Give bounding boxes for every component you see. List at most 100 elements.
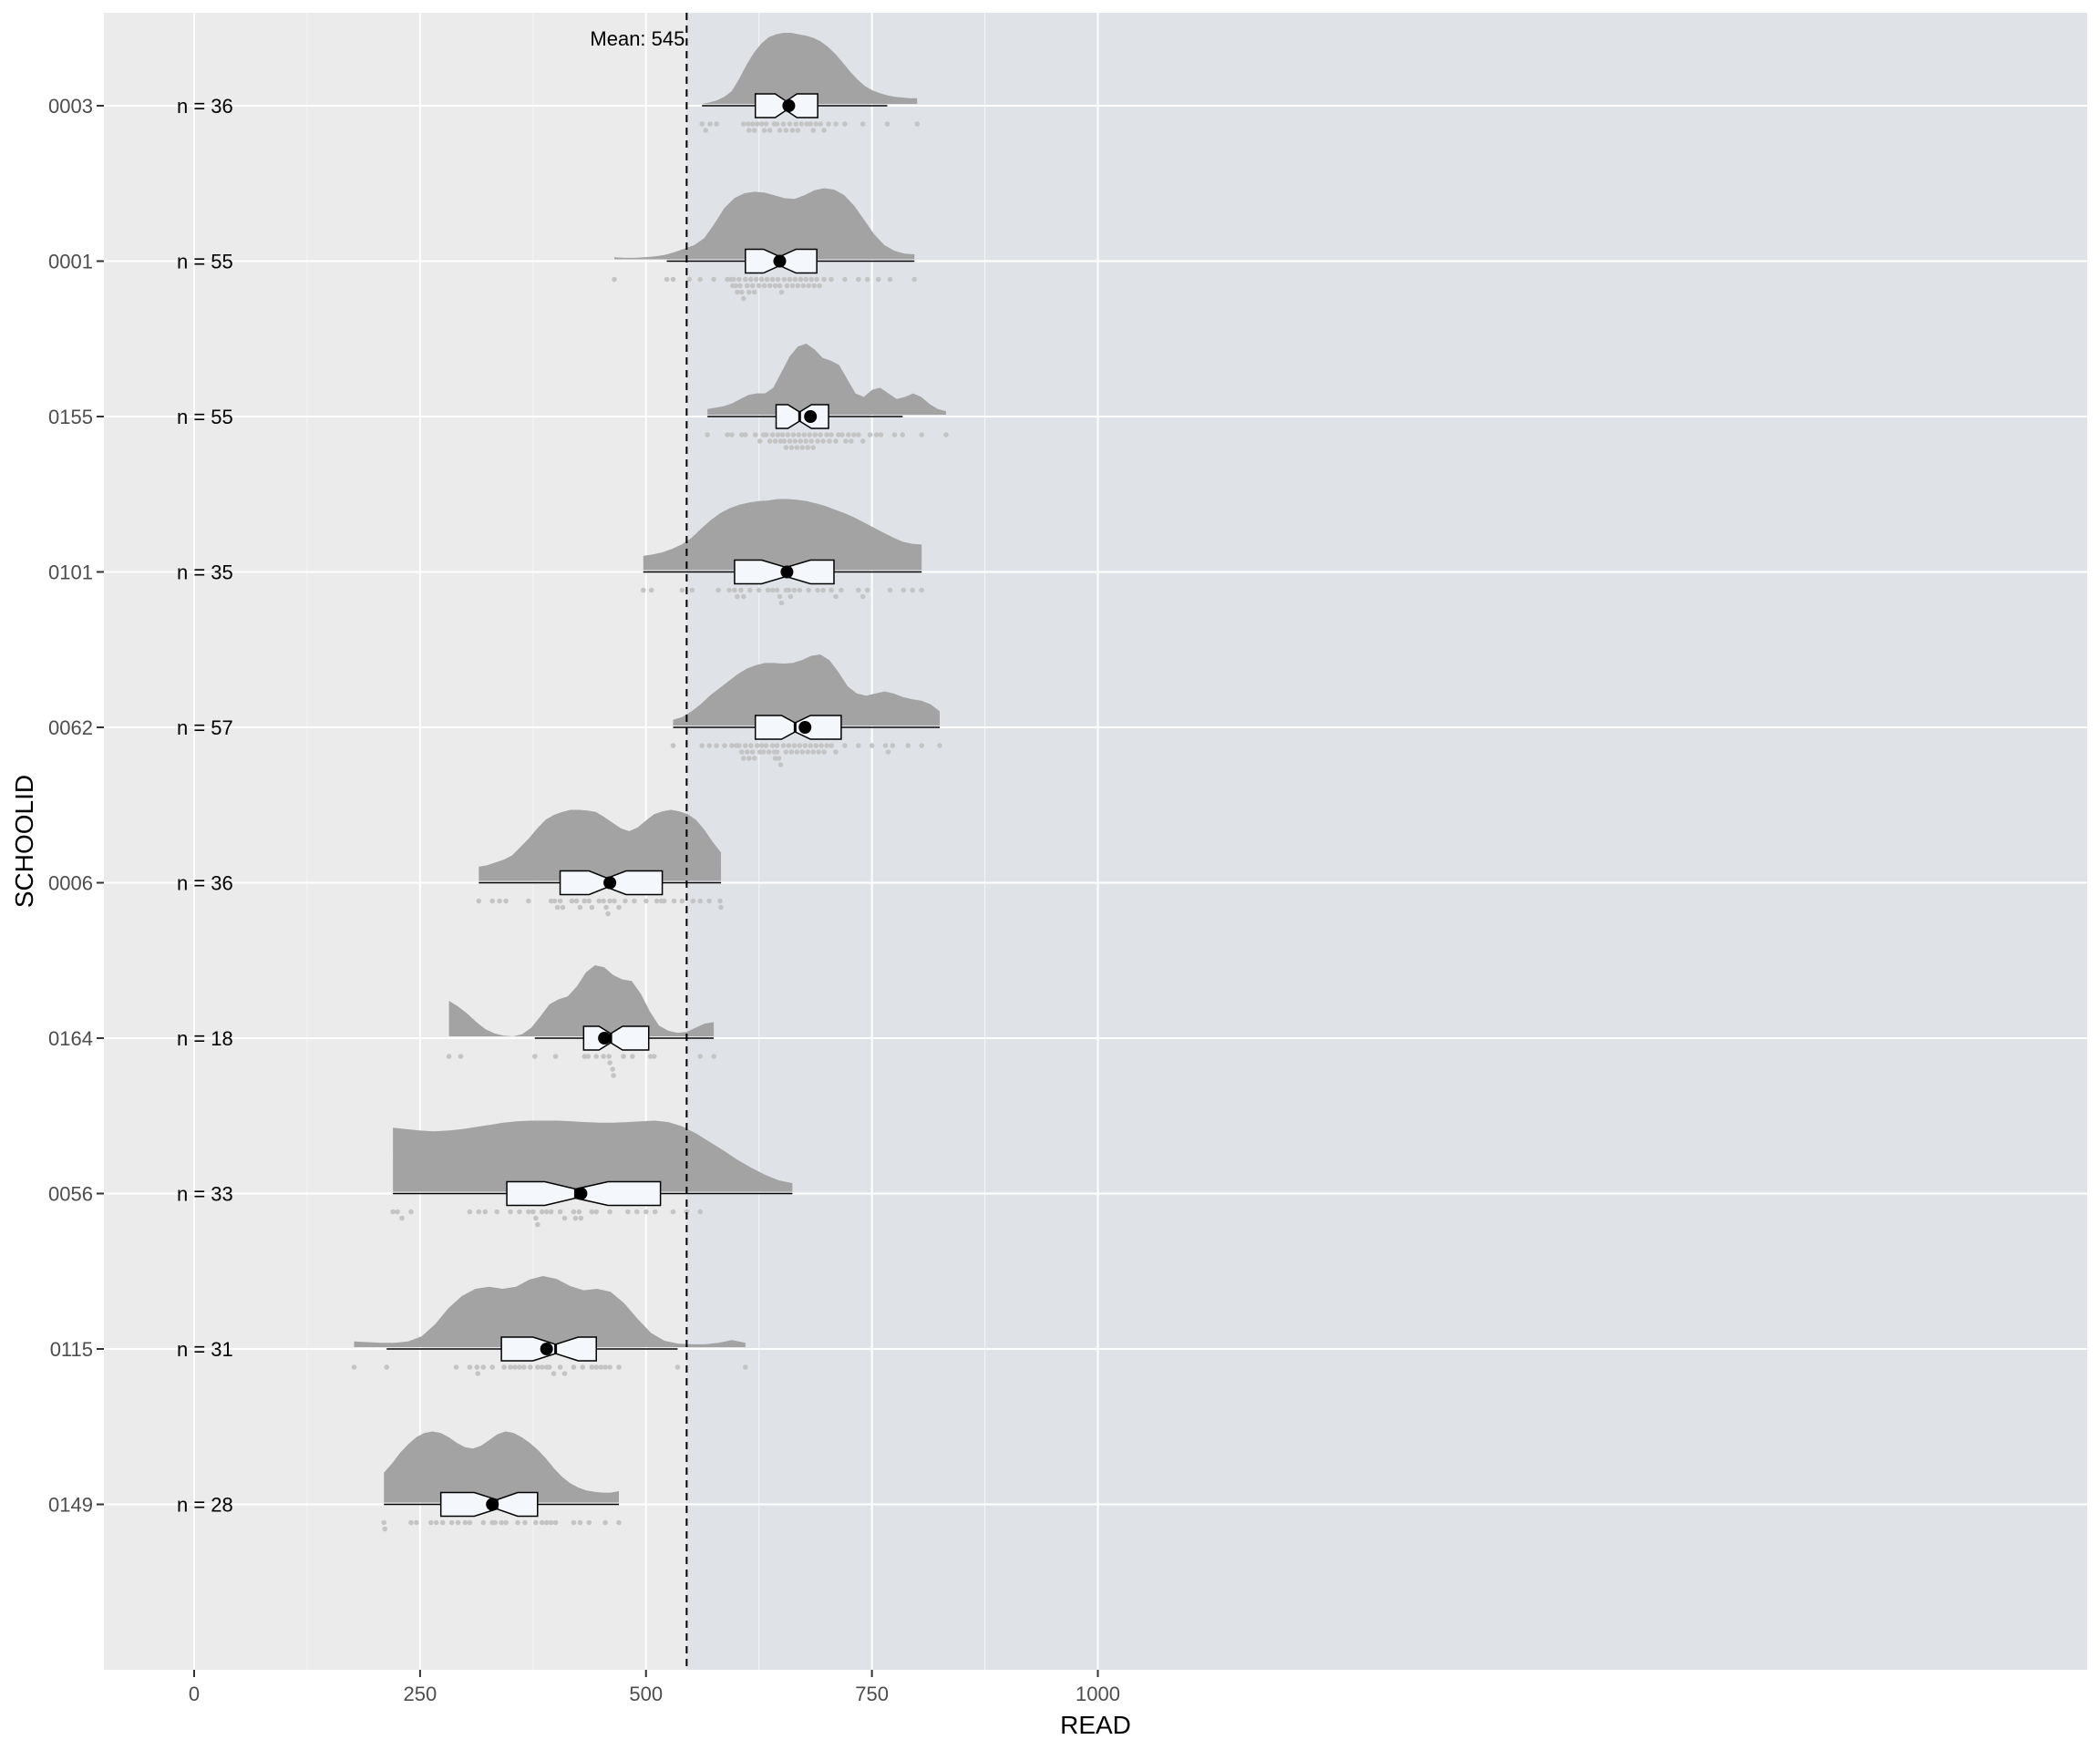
data-point — [679, 898, 685, 904]
density-cloud — [393, 1120, 793, 1192]
data-point — [746, 128, 752, 133]
data-point — [818, 743, 824, 748]
data-point — [805, 445, 810, 450]
data-point — [772, 756, 778, 761]
data-point — [882, 743, 889, 748]
data-point — [856, 276, 861, 283]
data-point — [715, 587, 721, 593]
data-point — [557, 1209, 563, 1215]
data-point — [758, 276, 765, 283]
data-point — [911, 276, 917, 283]
data-point — [577, 904, 583, 911]
data-point — [572, 1215, 579, 1221]
data-point — [774, 743, 780, 748]
data-point — [794, 445, 800, 450]
n-label: n = 57 — [177, 716, 233, 739]
data-point — [816, 749, 821, 755]
data-point — [746, 121, 751, 127]
data-point — [757, 438, 763, 444]
data-point — [551, 898, 558, 904]
data-point — [593, 1054, 599, 1059]
data-point — [774, 587, 780, 593]
data-point — [697, 898, 703, 904]
data-point — [769, 276, 776, 283]
mean-point — [804, 410, 818, 423]
data-point — [833, 749, 839, 755]
data-point — [616, 904, 622, 911]
data-point — [739, 289, 745, 295]
mean-point — [574, 1187, 588, 1200]
data-point — [804, 121, 809, 127]
data-point — [824, 432, 829, 438]
data-point — [671, 898, 677, 904]
data-point — [885, 749, 891, 755]
data-point — [582, 898, 588, 904]
school-group-0164: n = 18 — [177, 965, 716, 1078]
mean-point — [486, 1498, 499, 1511]
data-point — [758, 743, 765, 748]
data-point — [943, 432, 949, 438]
data-point — [769, 743, 776, 748]
x-tick-label: 500 — [629, 1683, 663, 1705]
data-point — [714, 121, 719, 127]
data-point — [390, 1209, 396, 1215]
data-point — [408, 1209, 414, 1215]
data-point — [780, 743, 787, 748]
data-point — [586, 898, 592, 904]
data-point — [743, 743, 748, 748]
data-point — [781, 438, 788, 444]
data-point — [777, 283, 783, 289]
data-point — [776, 756, 782, 761]
data-point — [777, 438, 784, 444]
data-point — [778, 600, 785, 606]
data-point — [779, 432, 786, 438]
school-group-0149: n = 28 — [177, 1431, 622, 1532]
data-point — [748, 276, 754, 283]
density-cloud — [707, 344, 946, 415]
data-point — [842, 121, 848, 127]
data-point — [788, 593, 794, 600]
n-label: n = 36 — [177, 872, 233, 895]
data-point — [829, 432, 834, 438]
data-point — [843, 438, 849, 444]
data-point — [860, 593, 866, 600]
data-point — [891, 432, 898, 438]
data-point — [552, 1519, 559, 1526]
data-point — [571, 1209, 577, 1215]
data-point — [601, 898, 606, 904]
minor-gridlines — [306, 13, 986, 1670]
data-point — [752, 432, 758, 438]
data-point — [765, 587, 771, 593]
data-point — [492, 1519, 498, 1526]
data-point — [503, 1519, 509, 1526]
data-point — [561, 1215, 568, 1221]
x-axis: 0 250 500 750 1000 — [189, 1670, 1120, 1705]
data-point — [808, 743, 813, 748]
data-point — [795, 128, 801, 133]
data-point — [607, 1364, 612, 1370]
above-mean-region — [686, 13, 2088, 1670]
density-cloud — [643, 499, 922, 571]
data-point — [805, 749, 810, 755]
n-label: n = 35 — [177, 561, 233, 584]
n-label: n = 28 — [177, 1494, 233, 1517]
data-point — [603, 904, 609, 911]
notched-box — [754, 715, 842, 740]
data-point — [811, 283, 817, 289]
data-point — [539, 1519, 545, 1526]
data-point — [548, 1519, 554, 1526]
data-point — [632, 898, 637, 904]
data-point — [756, 587, 762, 593]
data-point — [589, 1364, 595, 1370]
data-point — [634, 1209, 640, 1215]
school-groups: n = 36 n = 55 n = 55 n = 35 n = 57 n = 36 n = … — [177, 33, 949, 1532]
data-point — [775, 276, 781, 283]
data-point — [745, 749, 750, 755]
data-point — [799, 445, 806, 450]
data-point — [791, 587, 798, 593]
data-point — [788, 749, 795, 755]
data-point — [739, 432, 745, 438]
data-point — [533, 1215, 539, 1221]
data-point — [697, 1054, 703, 1059]
data-point — [714, 743, 719, 748]
